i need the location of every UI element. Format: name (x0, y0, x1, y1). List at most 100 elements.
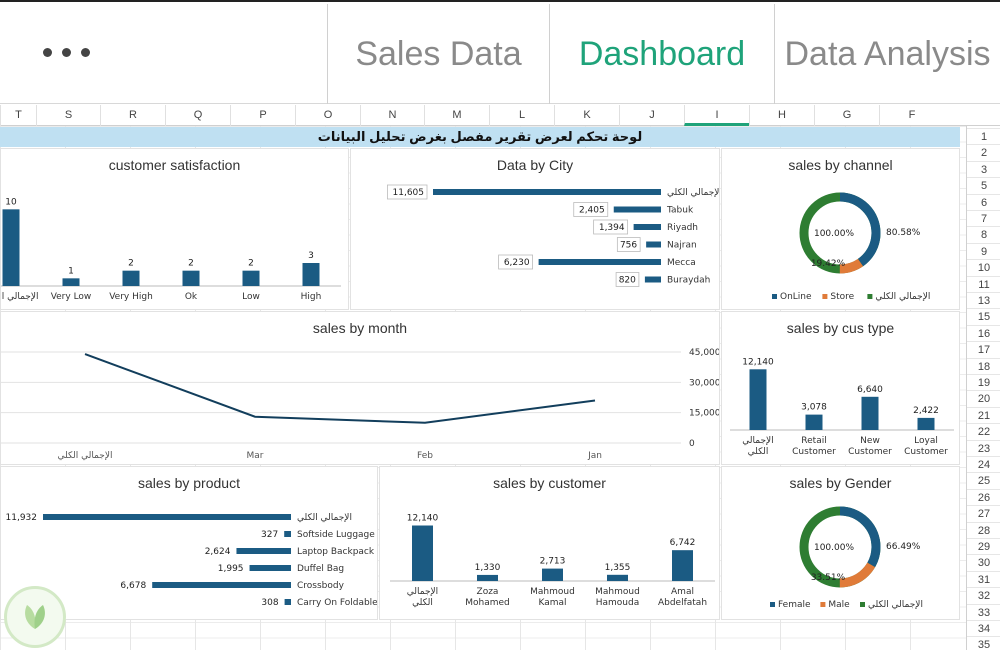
panel-sales-by-customer[interactable]: sales by customer 12,140 الإجمالي الكلي 1,3… (379, 466, 720, 620)
category-label: Carry On Foldable (297, 598, 378, 608)
row-header-22[interactable]: 22 (967, 423, 1000, 439)
row-header-21[interactable]: 21 (967, 406, 1000, 423)
row-header-33[interactable]: 33 (967, 603, 1000, 620)
column-header-Q[interactable]: Q (165, 105, 230, 126)
panel-sales-by-gender[interactable]: sales by Gender 66.49% 33.51% 100.00% Femal… (721, 466, 960, 620)
row-header-15[interactable]: 15 (967, 308, 1000, 324)
legend-label: Male (828, 600, 850, 610)
data-label: 11,932 (6, 513, 38, 523)
row-header-16[interactable]: 16 (967, 324, 1000, 341)
data-label: 100.00% (814, 543, 854, 553)
panel-data-by-city[interactable]: Data by City الإجمالي الكلي 11,605 Tabuk 2,… (350, 148, 720, 310)
bar (236, 548, 291, 554)
column-header-M[interactable]: M (424, 105, 489, 126)
sales-by-cus-type-chart: 12,140الإجماليالكلي3,078RetailCustomer6,… (730, 357, 954, 457)
category-label: Kamal (538, 598, 566, 608)
panel-sales-by-product[interactable]: sales by product الإجمالي الكلي 11,932 Sof… (0, 466, 378, 620)
row-header-17[interactable]: 17 (967, 341, 1000, 357)
panel-sales-by-month[interactable]: sales by month 0 15,000 30,000 45,000 الإجما… (0, 311, 720, 465)
bar (122, 270, 140, 286)
row-header-29[interactable]: 29 (967, 538, 1000, 554)
panel-sales-by-cus-type[interactable]: sales by cus type 12,140 الإجمالي الكلي 3,0… (721, 311, 960, 465)
row-header-1[interactable]: 1 (967, 128, 1000, 144)
category-label: Very High (109, 292, 153, 302)
panel-sales-by-channel[interactable]: sales by channel 80.58% 19.42% 100.00% OnLi… (721, 148, 960, 310)
row-header-5[interactable]: 5 (967, 177, 1000, 193)
column-header-O[interactable]: O (295, 105, 360, 126)
row-header-9[interactable]: 9 (967, 242, 1000, 259)
row-header-10[interactable]: 10 (967, 259, 1000, 275)
category-label: Duffel Bag (297, 564, 344, 574)
legend-swatch (860, 602, 865, 607)
column-header-I[interactable]: I (684, 105, 749, 126)
row-header-19[interactable]: 19 (967, 374, 1000, 390)
data-label: 10 (5, 197, 17, 207)
sales-by-product-chart: الإجمالي الكلي 11,932 Softside Luggage 327 L… (6, 513, 378, 608)
row-header-6[interactable]: 6 (967, 193, 1000, 210)
bar (284, 599, 291, 605)
tab-data-analysis[interactable]: Data Analysis (774, 4, 1000, 104)
column-header-P[interactable]: P (230, 105, 295, 126)
more-options-icon[interactable] (40, 42, 96, 62)
row-header-30[interactable]: 30 (967, 554, 1000, 570)
data-label: 3,078 (801, 403, 827, 413)
data-label-box (616, 237, 641, 252)
y-tick-label: 30,000 (689, 378, 720, 388)
category-label: Najran (667, 241, 697, 251)
row-header-7[interactable]: 7 (967, 210, 1000, 226)
bar (477, 574, 498, 581)
row-header-8[interactable]: 8 (967, 226, 1000, 242)
series-line (84, 353, 596, 424)
bar (182, 270, 200, 286)
column-header-R[interactable]: R (100, 105, 165, 126)
category-label: High (301, 292, 322, 302)
data-label-box (387, 184, 428, 200)
row-header-24[interactable]: 24 (967, 456, 1000, 472)
tab-dashboard[interactable]: Dashboard (549, 4, 774, 104)
bar (412, 525, 433, 581)
row-header-34[interactable]: 34 (967, 620, 1000, 636)
column-header-K[interactable]: K (554, 105, 619, 126)
row-header-2[interactable]: 2 (967, 144, 1000, 160)
panel-customer-satisfaction[interactable]: customer satisfaction 10 الإجمالي الكلي 1 V… (0, 148, 349, 310)
column-header-T[interactable]: T (0, 105, 36, 126)
legend-swatch (820, 602, 826, 607)
customer-satisfaction-chart: 10 الإجمالي الكلي 1 Very Low 2 Very High 2 Ok 2 L… (1, 197, 341, 302)
column-header-N[interactable]: N (360, 105, 424, 126)
row-header-3[interactable]: 3 (967, 160, 1000, 177)
row-header-31[interactable]: 31 (967, 570, 1000, 587)
category-label: Laptop Backpack (297, 547, 375, 557)
bar (242, 270, 260, 286)
bar (672, 550, 693, 581)
bar (62, 278, 80, 286)
row-header-25[interactable]: 25 (967, 472, 1000, 488)
column-header-L[interactable]: L (489, 105, 554, 126)
row-header-27[interactable]: 27 (967, 505, 1000, 521)
row-header-26[interactable]: 26 (967, 488, 1000, 505)
column-header-H[interactable]: H (749, 105, 814, 126)
row-header-35[interactable]: 35 (967, 636, 1000, 650)
row-header-13[interactable]: 13 (967, 292, 1000, 308)
category-label: Softside Luggage (297, 530, 375, 540)
row-header-32[interactable]: 32 (967, 587, 1000, 603)
data-label: 2 (188, 259, 194, 269)
dashboard-title: لوحة تحكم لعرض تقرير مفصل بغرض تحليل الب… (0, 127, 960, 147)
bar (861, 396, 879, 430)
legend-label: Store (830, 292, 854, 302)
row-header-23[interactable]: 23 (967, 439, 1000, 456)
bar (302, 263, 320, 286)
donut-slice (799, 192, 881, 274)
category-label: الكلي (412, 598, 433, 608)
row-header-18[interactable]: 18 (967, 357, 1000, 374)
row-header-28[interactable]: 28 (967, 521, 1000, 538)
chart-title: sales by channel (788, 157, 893, 173)
column-header-F[interactable]: F (879, 105, 944, 126)
row-header-11[interactable]: 11 (967, 275, 1000, 292)
tab-sales-data[interactable]: Sales Data (327, 4, 549, 104)
category-label: Tabuk (666, 206, 694, 216)
row-header-20[interactable]: 20 (967, 390, 1000, 406)
column-header-S[interactable]: S (36, 105, 100, 126)
column-header-J[interactable]: J (619, 105, 684, 126)
data-label: 12,140 (407, 514, 439, 524)
column-header-G[interactable]: G (814, 105, 879, 126)
